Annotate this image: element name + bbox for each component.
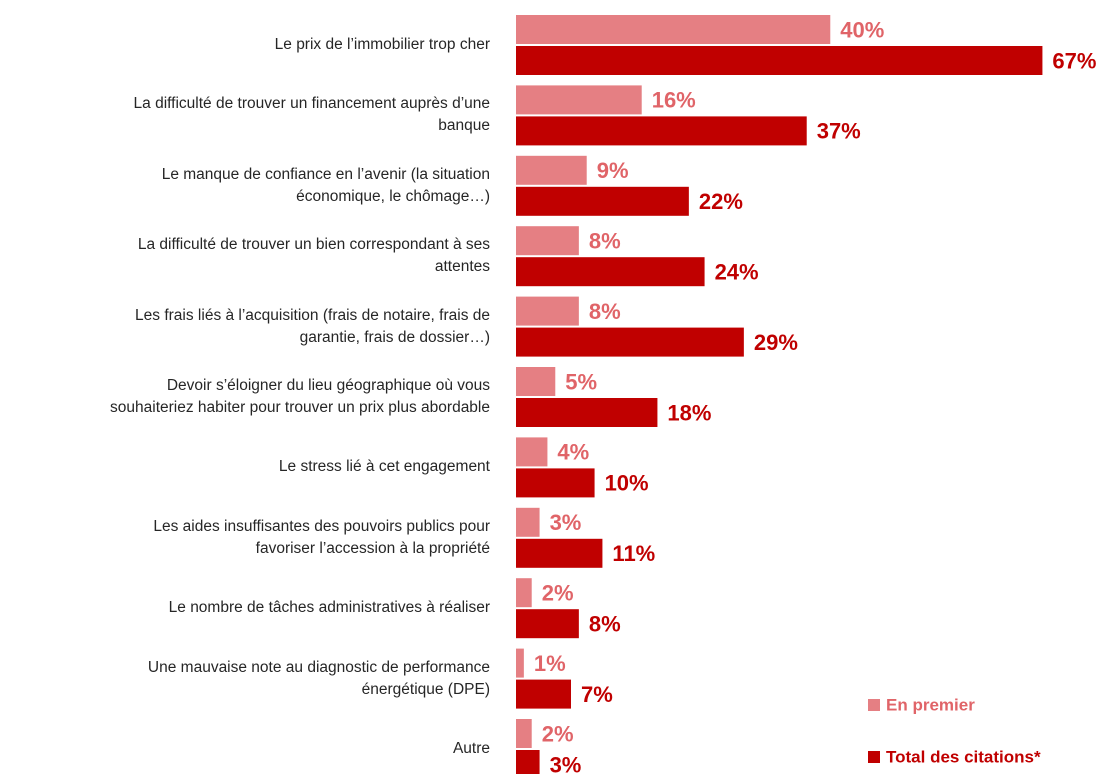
bar — [516, 257, 705, 287]
bar — [516, 468, 595, 498]
value-label: 8% — [589, 612, 621, 637]
category-label: Le stress lié à cet engagement — [278, 458, 490, 476]
legend-label: Total des citations* — [886, 747, 1041, 766]
category-label: Le prix de l’immobilier trop cher — [274, 36, 490, 53]
bar — [516, 750, 540, 774]
value-label: 1% — [534, 651, 566, 676]
value-label: 7% — [581, 682, 613, 707]
bar — [516, 116, 807, 146]
bar — [516, 679, 571, 709]
bar — [516, 398, 658, 427]
bar — [516, 367, 556, 396]
bar — [516, 578, 532, 608]
bar — [516, 15, 831, 44]
bar — [516, 226, 579, 256]
bar — [516, 648, 524, 678]
bar — [516, 296, 579, 326]
bar — [516, 85, 642, 115]
bar — [516, 538, 603, 568]
bar — [516, 719, 532, 748]
category-label: Autre — [452, 740, 490, 757]
value-label: 10% — [605, 471, 649, 496]
legend-swatch — [868, 751, 880, 763]
value-label: 40% — [840, 17, 884, 42]
category-label: Le nombre de tâches administratives à ré… — [168, 599, 490, 617]
value-label: 3% — [550, 510, 582, 535]
bar — [516, 155, 587, 185]
category-label: Les frais liés à l’acquisition (frais de… — [135, 306, 490, 346]
value-label: 67% — [1052, 48, 1096, 73]
value-label: 29% — [754, 330, 798, 355]
value-label: 18% — [667, 400, 711, 425]
bar — [516, 186, 689, 216]
value-label: 8% — [589, 299, 621, 324]
value-label: 2% — [542, 721, 574, 746]
value-label: 9% — [597, 158, 629, 183]
legend-swatch — [868, 699, 880, 711]
category-label: Une mauvaise note au diagnostic de perfo… — [147, 658, 490, 698]
value-label: 24% — [715, 260, 759, 285]
value-label: 2% — [542, 581, 574, 606]
value-label: 16% — [652, 88, 696, 113]
value-label: 37% — [817, 119, 861, 144]
category-label: Devoir s’éloigner du lieu géographique o… — [110, 377, 490, 416]
value-label: 8% — [589, 229, 621, 254]
bar — [516, 609, 579, 639]
value-label: 22% — [699, 189, 743, 214]
value-label: 11% — [612, 541, 655, 566]
value-label: 3% — [550, 752, 582, 774]
bar — [516, 437, 548, 467]
category-label: Le manque de confiance en l’avenir (la s… — [161, 165, 490, 205]
category-label: La difficulté de trouver un financement … — [133, 95, 490, 135]
legend-label: En premier — [886, 695, 975, 714]
category-label: La difficulté de trouver un bien corresp… — [137, 236, 490, 276]
category-label: Les aides insuffisantes des pouvoirs pub… — [153, 517, 490, 557]
bar — [516, 46, 1043, 75]
value-label: 4% — [557, 440, 589, 465]
value-label: 5% — [565, 369, 597, 394]
bar — [516, 507, 540, 537]
bar — [516, 327, 744, 357]
